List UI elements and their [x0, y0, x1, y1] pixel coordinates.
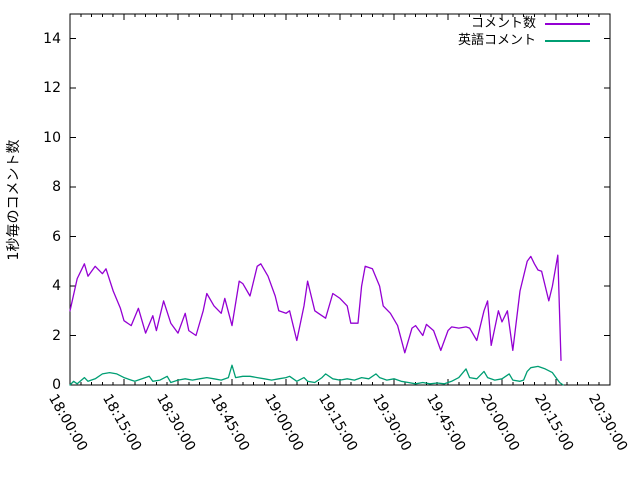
legend-line-sample-english-comments [545, 39, 590, 42]
plot-frame [69, 13, 611, 386]
y-tick-label: 12 [43, 80, 61, 97]
y-tick-label: 14 [43, 30, 61, 47]
legend-item: 英語コメント [458, 32, 590, 49]
y-tick-label: 8 [52, 179, 61, 196]
series-line-1 [69, 364, 564, 386]
legend-label-comments: コメント数 [470, 15, 536, 31]
legend-label-english-comments: 英語コメント [457, 32, 536, 48]
y-tick-label: 2 [52, 327, 61, 344]
series-line-0 [69, 254, 562, 361]
y-tick-label: 0 [52, 377, 61, 393]
y-tick-label: 4 [52, 278, 61, 295]
legend-line-sample-comments [545, 22, 590, 25]
legend: コメント数 英語コメント [458, 15, 590, 49]
y-tick-label: 6 [52, 228, 61, 245]
legend-item: コメント数 [458, 15, 590, 32]
y-tick-label: 10 [43, 129, 61, 146]
